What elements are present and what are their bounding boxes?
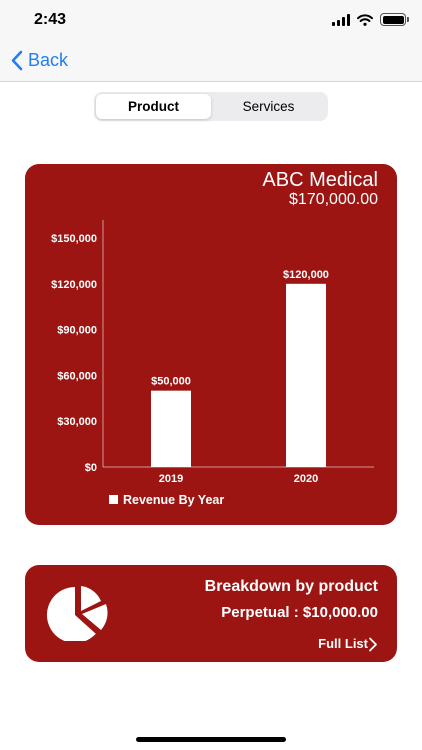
y-tick-label: $30,000 — [57, 416, 97, 428]
y-tick-label: $0 — [85, 462, 97, 474]
pie-chart-icon — [46, 586, 108, 641]
full-list-link[interactable]: Full List — [318, 636, 368, 651]
legend-label: Revenue By Year — [123, 493, 224, 507]
y-tick-label: $120,000 — [51, 279, 97, 291]
back-label: Back — [28, 50, 69, 70]
x-tick-label: 2019 — [159, 473, 183, 485]
y-tick-label: $150,000 — [51, 233, 97, 245]
cellular-signal-icon — [332, 13, 350, 26]
wifi-icon — [357, 13, 373, 26]
battery-icon — [380, 13, 409, 26]
status-bar: 2:43 — [0, 0, 422, 44]
y-tick-label: $60,000 — [57, 370, 97, 382]
revenue-bar-chart: $0$30,000$60,000$90,000$120,000$150,000 … — [51, 220, 374, 507]
chevron-left-icon — [11, 50, 23, 71]
segment-services[interactable]: Services — [242, 99, 295, 114]
company-name: ABC Medical — [262, 169, 378, 191]
revenue-chart-card: ABC Medical $170,000.00 $0 $30,000 $60,000… — [25, 164, 397, 525]
chevron-right-icon[interactable] — [368, 637, 378, 652]
breakdown-value: Perpetual : $10,000.00 — [221, 604, 378, 621]
y-tick-label: $90,000 — [57, 325, 97, 337]
breakdown-title: Breakdown by product — [204, 578, 378, 595]
company-total: $170,000.00 — [289, 191, 378, 208]
bar-2020 — [286, 283, 326, 467]
segment-product[interactable]: Product — [96, 94, 211, 119]
status-time: 2:43 — [34, 11, 67, 28]
back-button[interactable]: Back — [10, 50, 68, 71]
bar-value-label: $50,000 — [151, 376, 191, 388]
segmented-control: Product Services — [94, 92, 328, 121]
legend-swatch — [109, 495, 118, 504]
breakdown-card[interactable]: Breakdown by product Perpetual : $10,000… — [25, 565, 397, 662]
bar-value-label: $120,000 — [283, 269, 329, 281]
status-icons — [332, 13, 409, 26]
bar-2019 — [151, 390, 191, 467]
x-tick-label: 2020 — [294, 473, 318, 485]
home-indicator — [136, 737, 286, 742]
navigation-bar: Back — [0, 44, 422, 82]
